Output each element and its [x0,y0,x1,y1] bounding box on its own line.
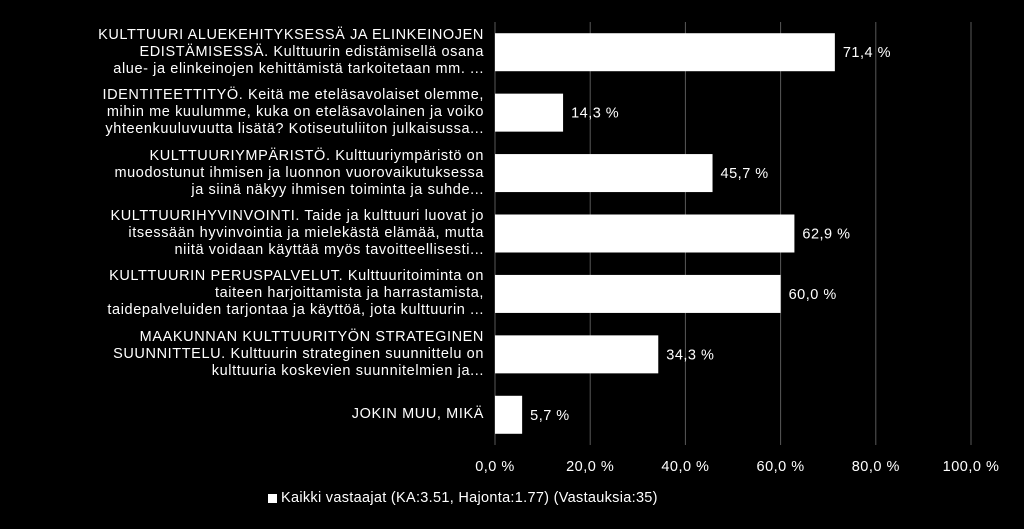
data-label: 14,3 % [571,106,619,122]
bar [495,395,523,434]
category-label: KULTTUURIYMPÄRISTÖ. Kulttuuriympäristö o… [114,147,484,198]
category-label: KULTTUURIHYVINVOINTI. Taide ja kulttuuri… [110,208,484,258]
legend-swatch [268,493,277,503]
bar [495,33,835,72]
x-tick-label: 20,0 % [566,459,614,475]
legend-label: Kaikki vastaajat (KA:3.51, Hajonta:1.77)… [281,490,658,506]
data-label: 62,9 % [802,227,850,243]
bar [495,154,713,193]
data-label: 34,3 % [666,347,714,363]
category-label: KULTTUURIN PERUSPALVELUT. Kulttuuritoimi… [107,268,484,319]
x-tick-label: 100,0 % [943,459,1000,475]
x-tick-label: 0,0 % [475,459,515,475]
legend: Kaikki vastaajat (KA:3.51, Hajonta:1.77)… [268,490,658,506]
x-tick-label: 60,0 % [757,459,805,475]
data-label: 60,0 % [789,287,837,303]
category-label: IDENTITEETTITYÖ. Keitä me eteläsavolaise… [102,87,484,138]
bar [495,214,795,253]
bar [495,93,564,132]
bar [495,274,781,313]
x-tick-label: 80,0 % [852,459,900,475]
bar [495,335,659,374]
category-label: JOKIN MUU, MIKÄ [351,406,484,423]
category-label: KULTTUURI ALUEKEHITYKSESSÄ JA ELINKEINOJ… [98,26,484,77]
data-label: 45,7 % [721,166,769,182]
category-label: MAAKUNNAN KULTTUURITYÖN STRATEGINEN SUUN… [113,328,484,379]
x-tick-label: 40,0 % [661,459,709,475]
data-label: 71,4 % [843,45,891,61]
data-label: 5,7 % [530,408,570,424]
